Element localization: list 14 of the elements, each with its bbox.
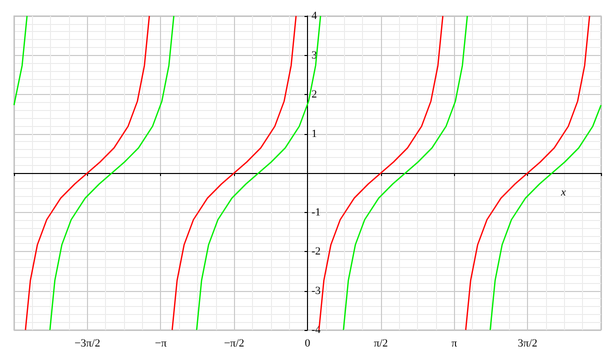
y-tick-label: -1 [312,206,321,218]
y-tick-label: -2 [312,246,321,258]
y-tick-label: 4 [312,10,318,22]
x-tick-label: −3π/2 [74,338,100,350]
x-tick-label: π [451,338,458,350]
y-tick-label: 2 [312,88,317,100]
y-tick-label: 1 [312,128,317,140]
y-tick-label: -3 [312,284,322,297]
x-tick-label: π/2 [374,338,388,350]
x-axis-title: x [560,186,566,198]
x-tick-label: −π/2 [224,338,244,350]
x-tick-label: 0 [304,338,311,350]
x-tick-label: 3π/2 [518,338,538,350]
x-tick-label: −π [154,338,168,350]
